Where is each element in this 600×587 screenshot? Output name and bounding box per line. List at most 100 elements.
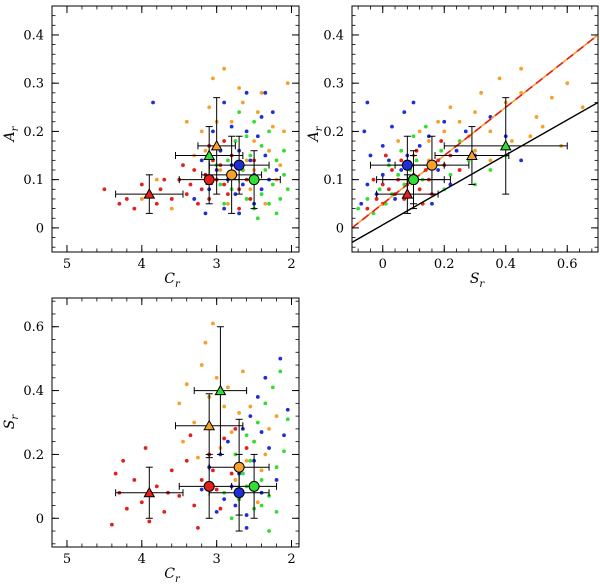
mean-marker-orange — [426, 159, 438, 171]
blue-point — [240, 182, 245, 187]
orange-point — [211, 76, 215, 81]
blue-point — [248, 158, 253, 163]
green-point — [274, 158, 279, 163]
mean-marker-red — [203, 174, 215, 186]
red-point — [139, 500, 144, 505]
blue-point — [233, 192, 238, 197]
y-tick-label: 0.2 — [23, 448, 44, 463]
green-point — [282, 449, 286, 454]
blue-point — [203, 211, 208, 216]
mean-triangle-green — [499, 139, 512, 151]
x-tick-label: 0 — [379, 257, 387, 272]
panel-s-vs-c-marks — [109, 321, 290, 533]
red-point — [188, 182, 193, 187]
green-point — [244, 134, 249, 139]
x-tick-label: 4 — [138, 257, 146, 272]
green-point — [285, 187, 290, 192]
orange-point — [244, 458, 249, 463]
orange-point — [519, 66, 524, 71]
blue-point — [255, 134, 260, 139]
fit-line-black — [352, 101, 598, 243]
red-point — [124, 506, 129, 511]
blue-point — [274, 168, 279, 172]
fit-line-red — [352, 34, 598, 229]
orange-point — [240, 100, 245, 105]
orange-point — [457, 119, 462, 124]
orange-point — [488, 158, 493, 163]
red-point — [225, 192, 230, 197]
red-point — [387, 187, 391, 192]
blue-point — [380, 172, 385, 177]
orange-point — [184, 382, 189, 387]
orange-point — [225, 201, 230, 206]
orange-point — [534, 115, 539, 119]
x-tick-label: 3 — [213, 257, 221, 272]
red-point — [374, 197, 379, 201]
green-point — [263, 168, 268, 172]
red-point — [192, 168, 197, 172]
orange-point — [549, 95, 554, 100]
green-point — [259, 478, 264, 482]
green-point — [270, 385, 275, 390]
orange-point — [436, 119, 440, 124]
blue-point — [390, 124, 394, 129]
red-point — [199, 187, 204, 192]
blue-point — [244, 129, 249, 134]
green-point — [365, 197, 370, 201]
red-point — [390, 168, 394, 172]
mean-triangle-orange — [466, 149, 478, 161]
red-point — [132, 206, 137, 211]
y-tick-label: 0.2 — [23, 125, 44, 140]
blue-point — [229, 124, 234, 129]
y-tick-label: 0.4 — [323, 28, 344, 43]
orange-point — [473, 148, 477, 153]
green-point — [285, 417, 290, 422]
panel-a-vs-c-ylabel: Ar — [2, 125, 21, 143]
orange-point — [270, 124, 275, 129]
orange-point — [473, 110, 477, 115]
mean-triangle-red — [401, 188, 414, 199]
red-point — [169, 468, 174, 473]
orange-point — [218, 168, 223, 172]
blue-point — [222, 100, 227, 105]
orange-point — [510, 139, 514, 143]
orange-point — [274, 414, 279, 419]
orange-point — [211, 321, 215, 326]
orange-point — [214, 375, 219, 380]
x-tick-label: 2 — [287, 552, 295, 567]
red-point — [139, 182, 144, 187]
mean-marker-orange — [233, 461, 245, 473]
blue-point — [393, 197, 397, 201]
mean-marker-green — [248, 174, 260, 186]
blue-point — [244, 525, 249, 530]
panel-a-vs-s: 0 0.2 0.4 0.6 0 0.1 0.2 0.3 0.4 Sr Ar — [306, 5, 599, 290]
red-point — [248, 197, 253, 201]
orange-point — [229, 430, 234, 434]
orange-point — [448, 105, 453, 110]
orange-point — [426, 139, 431, 143]
y-tick-label: 0.6 — [23, 320, 44, 335]
orange-point — [139, 197, 144, 201]
orange-point — [580, 105, 585, 110]
orange-point — [203, 340, 208, 345]
mean-triangle-red — [143, 188, 156, 199]
blue-point — [402, 110, 407, 115]
blue-point — [248, 414, 253, 419]
orange-point — [225, 385, 230, 390]
red-point — [184, 192, 189, 197]
blue-point — [274, 478, 279, 482]
mean-marker-red — [203, 480, 215, 492]
panel-a-vs-s-ticks: 0 0.2 0.4 0.6 0 0.1 0.2 0.3 0.4 — [323, 5, 598, 272]
orange-point — [196, 455, 200, 460]
blue-point — [151, 100, 155, 105]
blue-point — [259, 115, 264, 119]
panel-a-vs-c-frame — [51, 5, 300, 253]
orange-point — [233, 478, 238, 482]
red-point — [222, 182, 227, 187]
red-point — [132, 478, 137, 482]
red-point — [162, 509, 167, 514]
green-point — [399, 148, 404, 153]
orange-point — [237, 411, 242, 415]
blue-point — [225, 439, 230, 444]
blue-point — [237, 211, 242, 216]
